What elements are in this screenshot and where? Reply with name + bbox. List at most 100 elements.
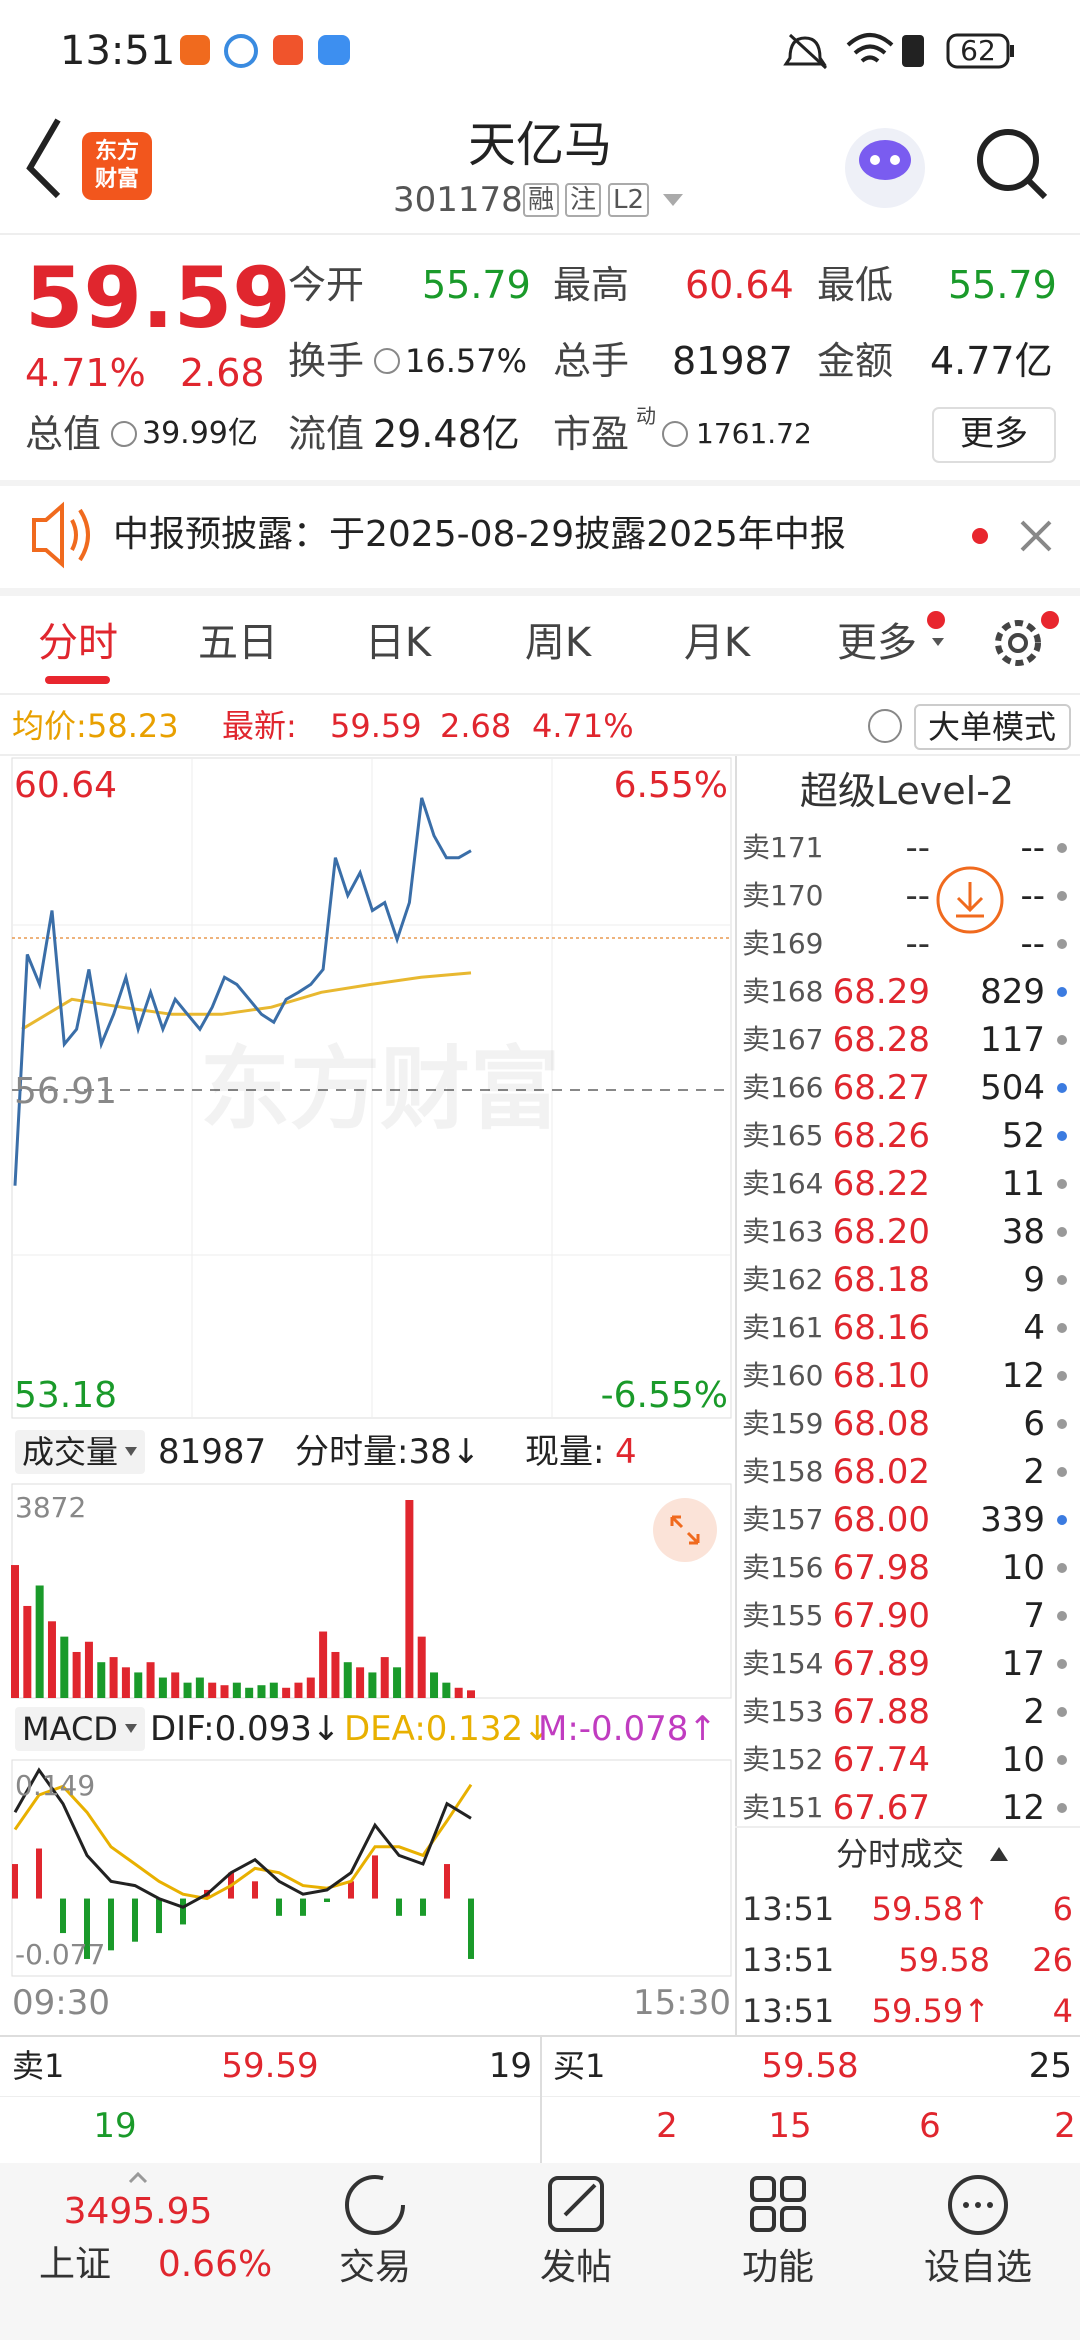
level-dot bbox=[1057, 1659, 1067, 1669]
trade-time: 13:51 bbox=[742, 1941, 835, 1979]
trade-icon[interactable] bbox=[345, 2175, 405, 2235]
level-dot bbox=[1057, 1611, 1067, 1621]
stock-tag: 融 bbox=[523, 183, 560, 217]
field-value: 55.79 bbox=[422, 263, 531, 307]
ask-price: 68.18 bbox=[832, 1260, 930, 1300]
dif-line bbox=[13, 1767, 472, 1909]
macd-bar bbox=[324, 1898, 330, 1903]
nav-bar bbox=[0, 2163, 1080, 2340]
ask-volume: 52 bbox=[1001, 1116, 1045, 1156]
help-icon[interactable] bbox=[868, 709, 902, 743]
macd-min: -0.077 bbox=[15, 1938, 106, 1971]
level-dot bbox=[1057, 1275, 1067, 1285]
ask-volume: -- bbox=[1020, 828, 1045, 868]
volume-bar bbox=[380, 1657, 389, 1698]
ask-price: 67.98 bbox=[832, 1548, 930, 1588]
avg-value: 58.23 bbox=[87, 707, 179, 745]
assistant-eye bbox=[870, 155, 880, 165]
bid-detail: 2 bbox=[656, 2106, 678, 2146]
volume-bar bbox=[195, 1677, 204, 1698]
close-button[interactable] bbox=[1020, 520, 1052, 552]
ask-volume: 11 bbox=[1001, 1164, 1045, 1204]
volume-bar bbox=[294, 1682, 303, 1698]
ask-volume: 19 bbox=[488, 2046, 532, 2086]
func-icon[interactable] bbox=[750, 2176, 776, 2202]
info-icon[interactable] bbox=[374, 348, 400, 374]
macd-bar bbox=[156, 1898, 162, 1934]
change-pct: 4.71% bbox=[532, 707, 634, 745]
dropdown bbox=[125, 1447, 137, 1456]
tab: 分时 bbox=[38, 620, 118, 666]
ask-volume: 117 bbox=[980, 1020, 1045, 1060]
macd-bar bbox=[372, 1855, 378, 1899]
func-icon bbox=[750, 2206, 776, 2232]
ask-detail: 19 bbox=[93, 2106, 137, 2146]
volume-bar bbox=[11, 1565, 19, 1698]
watch-icon[interactable] bbox=[948, 2175, 1008, 2235]
selector[interactable] bbox=[15, 1430, 145, 1474]
ask-level: 卖168 bbox=[742, 975, 824, 1008]
logo[interactable] bbox=[82, 132, 152, 200]
expand-button[interactable] bbox=[653, 1498, 717, 1562]
volume-bar bbox=[97, 1662, 106, 1698]
selector[interactable] bbox=[15, 1707, 145, 1751]
back-button[interactable] bbox=[26, 118, 61, 199]
ask-level: 卖151 bbox=[742, 1791, 824, 1824]
tab: 日K bbox=[364, 620, 432, 666]
divider bbox=[735, 756, 737, 2036]
field-value: 55.79 bbox=[948, 263, 1057, 307]
macd-bar bbox=[444, 1864, 450, 1899]
minute-volume: 分时量:38↓ bbox=[295, 1432, 481, 1472]
ask-level: 卖166 bbox=[742, 1071, 824, 1104]
info-icon[interactable] bbox=[111, 421, 137, 447]
dif-label: DIF:0.093↓ bbox=[150, 1709, 341, 1749]
macd-bar bbox=[252, 1881, 258, 1899]
assistant-face bbox=[859, 140, 911, 180]
mode-button[interactable] bbox=[914, 704, 1071, 750]
settings-core bbox=[1008, 633, 1028, 653]
dot bbox=[987, 2202, 993, 2208]
volume-bar bbox=[232, 1682, 241, 1698]
ask-level: 卖157 bbox=[742, 1503, 824, 1536]
index-name: 上证 bbox=[38, 2244, 112, 2285]
ask-level: 卖158 bbox=[742, 1455, 824, 1488]
volume-frame bbox=[11, 1483, 732, 1699]
more-label: 更多 bbox=[960, 414, 1028, 454]
level-dot bbox=[1057, 1083, 1067, 1093]
download-arrow bbox=[956, 882, 984, 918]
index-value: 3495.95 bbox=[63, 2191, 213, 2232]
post-icon[interactable] bbox=[548, 2176, 604, 2232]
unread-dot bbox=[1041, 611, 1059, 629]
divider bbox=[0, 693, 1080, 695]
volume-bar bbox=[467, 1690, 475, 1698]
volume-bar bbox=[146, 1662, 155, 1698]
assistant-eye bbox=[890, 155, 900, 165]
stock-tag: L2 bbox=[608, 183, 650, 217]
trade-price: 59.58↑ bbox=[871, 1890, 990, 1928]
ask-price: 67.89 bbox=[832, 1644, 930, 1684]
level-dot bbox=[1057, 987, 1067, 997]
ask-price: 68.27 bbox=[832, 1068, 930, 1108]
ask-level: 卖164 bbox=[742, 1167, 824, 1200]
field-value: 39.99亿 bbox=[142, 416, 258, 451]
ask-price: -- bbox=[905, 876, 930, 916]
field-value: 60.64 bbox=[685, 263, 794, 307]
tab: 更多 bbox=[837, 620, 917, 666]
settings-button[interactable] bbox=[995, 620, 1041, 666]
ask-price: -- bbox=[905, 924, 930, 964]
ask-price: 68.08 bbox=[832, 1404, 930, 1444]
ask-price: 68.02 bbox=[832, 1452, 930, 1492]
field-label: 最低 bbox=[817, 263, 894, 307]
level-dot bbox=[1057, 1323, 1067, 1333]
trade-volume: 6 bbox=[1052, 1890, 1073, 1928]
search-button[interactable] bbox=[977, 129, 1039, 191]
nav-item: 发帖 bbox=[539, 2247, 613, 2288]
ask-price: 67.90 bbox=[832, 1596, 930, 1636]
more-button[interactable] bbox=[932, 407, 1056, 463]
info-icon[interactable] bbox=[662, 421, 688, 447]
ask-volume: 12 bbox=[1001, 1788, 1045, 1828]
macd-bar bbox=[396, 1898, 402, 1916]
divider bbox=[0, 233, 1080, 235]
